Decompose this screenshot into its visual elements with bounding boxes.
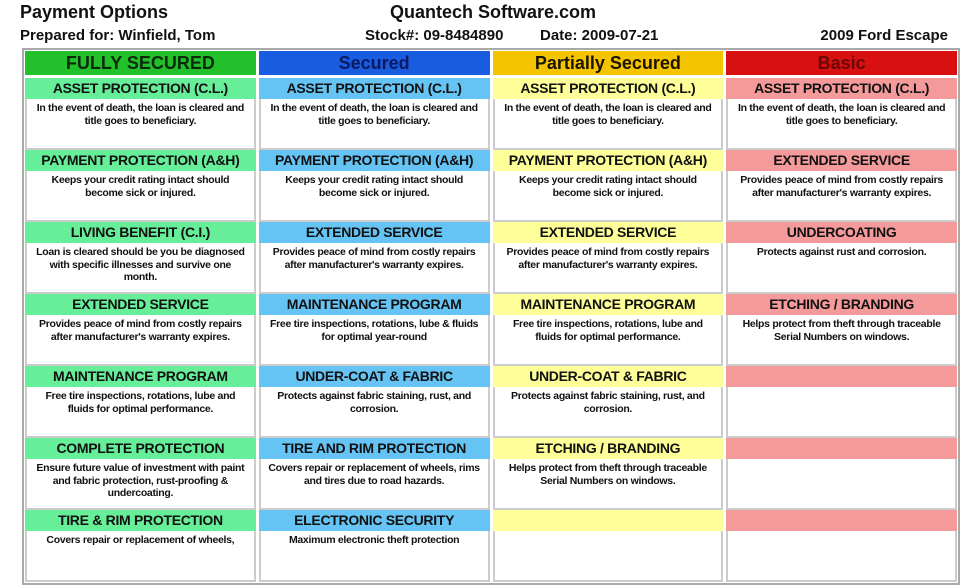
column-header: FULLY SECURED <box>25 51 256 75</box>
page-title: Payment Options <box>20 2 169 22</box>
product-title: ASSET PROTECTION (C.L.) <box>492 78 724 99</box>
product-title: PAYMENT PROTECTION (A&H) <box>492 150 724 171</box>
product-description: In the event of death, the loan is clear… <box>25 99 256 150</box>
product-title: EXTENDED SERVICE <box>726 150 957 171</box>
product-title: TIRE AND RIM PROTECTION <box>258 438 490 459</box>
product-description: Helps protect from theft through traceab… <box>726 315 957 366</box>
product-item: EXTENDED SERVICE Provides peace of mind f… <box>726 150 957 222</box>
column-header: Basic <box>726 51 957 75</box>
vehicle: 2009 Ford Escape <box>820 27 948 44</box>
product-description: Keeps your credit rating intact should b… <box>258 171 490 222</box>
product-description: In the event of death, the loan is clear… <box>492 99 724 150</box>
product-description: In the event of death, the loan is clear… <box>258 99 490 150</box>
product-title: TIRE & RIM PROTECTION <box>25 510 256 531</box>
product-title <box>492 510 724 531</box>
product-item: COMPLETE PROTECTION Ensure future value o… <box>25 438 256 510</box>
product-item: EXTENDED SERVICE Provides peace of mind f… <box>492 222 724 294</box>
product-item: ASSET PROTECTION (C.L.) In the event of d… <box>25 78 256 150</box>
product-description <box>492 531 724 582</box>
product-title: LIVING BENEFIT (C.I.) <box>25 222 256 243</box>
product-item: ASSET PROTECTION (C.L.) In the event of d… <box>726 78 957 150</box>
product-description <box>726 387 957 438</box>
product-title: EXTENDED SERVICE <box>492 222 724 243</box>
product-item <box>492 510 724 582</box>
product-title: ASSET PROTECTION (C.L.) <box>726 78 957 99</box>
option-column: Basic ASSET PROTECTION (C.L.) In the event… <box>726 51 957 582</box>
product-description: Free tire inspections, rotations, lube &… <box>258 315 490 366</box>
product-title: EXTENDED SERVICE <box>25 294 256 315</box>
product-item: ASSET PROTECTION (C.L.) In the event of d… <box>492 78 724 150</box>
product-description: Free tire inspections, rotations, lube a… <box>25 387 256 438</box>
product-description <box>726 459 957 510</box>
product-description: Loan is cleared should be you be diagnos… <box>25 243 256 294</box>
product-item: TIRE AND RIM PROTECTION Covers repair or … <box>258 438 490 510</box>
product-item: ASSET PROTECTION (C.L.) In the event of d… <box>258 78 490 150</box>
option-column: Partially Secured ASSET PROTECTION (C.L.)… <box>492 51 724 582</box>
product-title: MAINTENANCE PROGRAM <box>25 366 256 387</box>
product-title: UNDER-COAT & FABRIC <box>492 366 724 387</box>
product-item <box>726 438 957 510</box>
column-header: Secured <box>258 51 490 75</box>
product-item: PAYMENT PROTECTION (A&H) Keeps your credi… <box>492 150 724 222</box>
product-item: EXTENDED SERVICE Provides peace of mind f… <box>25 294 256 366</box>
product-description: Provides peace of mind from costly repai… <box>25 315 256 366</box>
option-column: FULLY SECURED ASSET PROTECTION (C.L.) In t… <box>25 51 256 582</box>
product-description: Free tire inspections, rotations, lube a… <box>492 315 724 366</box>
prepared-for: Prepared for: Winfield, Tom <box>20 27 216 44</box>
product-description: In the event of death, the loan is clear… <box>726 99 957 150</box>
product-item: PAYMENT PROTECTION (A&H) Keeps your credi… <box>25 150 256 222</box>
product-description: Covers repair or replacement of wheels, <box>25 531 256 582</box>
product-description: Protects against fabric staining, rust, … <box>258 387 490 438</box>
company-name: Quantech Software.com <box>390 2 597 22</box>
product-item: ETCHING / BRANDING Helps protect from the… <box>492 438 724 510</box>
product-description: Provides peace of mind from costly repai… <box>258 243 490 294</box>
product-description: Protects against fabric staining, rust, … <box>492 387 724 438</box>
product-description: Provides peace of mind from costly repai… <box>726 171 957 222</box>
product-title <box>726 366 957 387</box>
date: Date: 2009-07-21 <box>540 27 659 44</box>
product-item: TIRE & RIM PROTECTION Covers repair or re… <box>25 510 256 582</box>
product-description: Keeps your credit rating intact should b… <box>492 171 724 222</box>
product-title: ASSET PROTECTION (C.L.) <box>258 78 490 99</box>
product-title: ETCHING / BRANDING <box>726 294 957 315</box>
product-title: PAYMENT PROTECTION (A&H) <box>258 150 490 171</box>
product-title: PAYMENT PROTECTION (A&H) <box>25 150 256 171</box>
product-title: MAINTENANCE PROGRAM <box>492 294 724 315</box>
product-item: ELECTRONIC SECURITY Maximum electronic th… <box>258 510 490 582</box>
product-title: COMPLETE PROTECTION <box>25 438 256 459</box>
product-item: UNDER-COAT & FABRIC Protects against fabr… <box>258 366 490 438</box>
column-header: Partially Secured <box>492 51 724 75</box>
product-description: Ensure future value of investment with p… <box>25 459 256 510</box>
product-item: ETCHING / BRANDING Helps protect from the… <box>726 294 957 366</box>
product-title: ETCHING / BRANDING <box>492 438 724 459</box>
product-item: MAINTENANCE PROGRAM Free tire inspections… <box>258 294 490 366</box>
product-item: EXTENDED SERVICE Provides peace of mind f… <box>258 222 490 294</box>
product-title: UNDER-COAT & FABRIC <box>258 366 490 387</box>
product-title <box>726 438 957 459</box>
product-description: Covers repair or replacement of wheels, … <box>258 459 490 510</box>
product-description <box>726 531 957 582</box>
product-title: EXTENDED SERVICE <box>258 222 490 243</box>
option-column: Secured ASSET PROTECTION (C.L.) In the eve… <box>258 51 490 582</box>
product-item: PAYMENT PROTECTION (A&H) Keeps your credi… <box>258 150 490 222</box>
product-title: MAINTENANCE PROGRAM <box>258 294 490 315</box>
stock-number: Stock#: 09-8484890 <box>365 27 504 44</box>
product-item: UNDER-COAT & FABRIC Protects against fabr… <box>492 366 724 438</box>
product-item: MAINTENANCE PROGRAM Free tire inspections… <box>492 294 724 366</box>
product-title: UNDERCOATING <box>726 222 957 243</box>
product-description: Helps protect from theft through traceab… <box>492 459 724 510</box>
product-title <box>726 510 957 531</box>
product-title: ELECTRONIC SECURITY <box>258 510 490 531</box>
payment-options-table: FULLY SECURED ASSET PROTECTION (C.L.) In t… <box>22 48 960 585</box>
product-title: ASSET PROTECTION (C.L.) <box>25 78 256 99</box>
product-item <box>726 366 957 438</box>
product-description: Protects against rust and corrosion. <box>726 243 957 294</box>
product-item <box>726 510 957 582</box>
product-item: UNDERCOATING Protects against rust and co… <box>726 222 957 294</box>
product-item: LIVING BENEFIT (C.I.) Loan is cleared sho… <box>25 222 256 294</box>
product-description: Maximum electronic theft protection <box>258 531 490 582</box>
product-description: Provides peace of mind from costly repai… <box>492 243 724 294</box>
product-description: Keeps your credit rating intact should b… <box>25 171 256 222</box>
product-item: MAINTENANCE PROGRAM Free tire inspections… <box>25 366 256 438</box>
